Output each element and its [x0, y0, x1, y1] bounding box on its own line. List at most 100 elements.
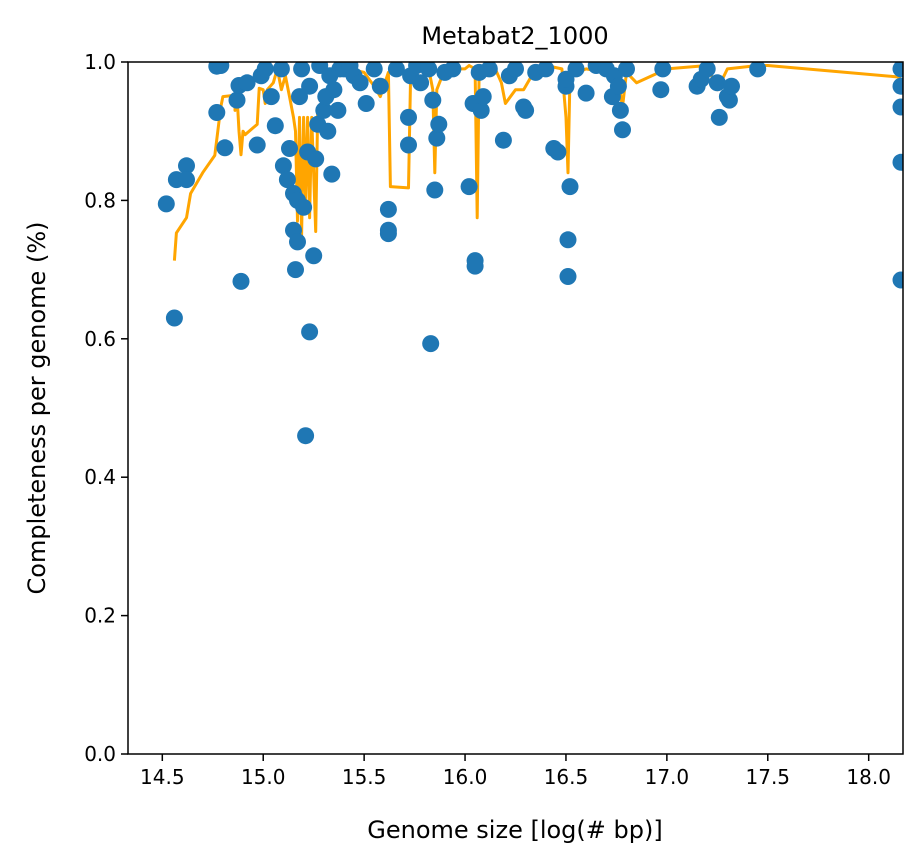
scatter-point [400, 108, 417, 126]
scatter-point [307, 150, 325, 168]
x-tick-label: 16.5 [544, 765, 589, 789]
scatter-point [561, 178, 579, 196]
x-tick-label: 17.5 [746, 765, 791, 789]
scatter-point [266, 117, 284, 135]
scatter-point [371, 77, 389, 95]
scatter-point [379, 200, 397, 218]
scatter-point [165, 309, 183, 327]
scatter-point [329, 101, 347, 119]
scatter-point [272, 62, 290, 78]
scatter-point [708, 74, 726, 92]
scatter-point [723, 77, 740, 95]
scatter-point [567, 62, 585, 78]
x-axis-ticks: 14.5 15.0 15.5 16.0 16.5 17.0 17.5 18.0 [140, 754, 891, 789]
scatter-point [228, 91, 246, 109]
scatter-point [301, 77, 319, 95]
y-tick-label: 0.2 [84, 604, 116, 628]
scatter-point [444, 62, 462, 78]
y-tick-label: 0.8 [84, 188, 116, 212]
scatter-point [698, 62, 716, 78]
scatter-point [611, 101, 629, 119]
plot-frame [127, 61, 904, 755]
scatter-point [430, 115, 448, 133]
scatter-point [466, 257, 484, 275]
scatter-point [710, 108, 728, 126]
scatter-point [494, 131, 512, 149]
chart-title: Metabat2_1000 [421, 22, 608, 50]
scatter-point [357, 95, 375, 112]
x-tick-label: 16.0 [443, 765, 488, 789]
scatter-point [892, 153, 903, 171]
y-tick-label: 0.4 [84, 465, 116, 489]
scatter-point [281, 140, 298, 157]
scatter-point [618, 62, 635, 78]
scatter-point [297, 427, 315, 445]
y-tick-label: 0.6 [84, 327, 116, 351]
scatter-point [287, 261, 304, 279]
scatter-point [480, 62, 498, 78]
scatter-point [720, 91, 738, 109]
scatter-point [424, 91, 442, 109]
scatter-point [428, 129, 446, 147]
y-axis-ticks: 0.0 0.2 0.4 0.6 0.8 1.0 [84, 50, 128, 766]
scatter-point [278, 171, 296, 189]
scatter-point [178, 171, 195, 189]
scatter-point [325, 81, 343, 99]
scatter-point [892, 62, 903, 78]
scatter-point [365, 62, 383, 78]
scatter-point [212, 62, 230, 74]
scatter-point [426, 181, 444, 199]
x-tick-label: 15.5 [342, 765, 387, 789]
scatter-point [319, 122, 337, 140]
scatter-point [559, 231, 577, 249]
scatter-point [474, 88, 492, 106]
scatter-point [232, 272, 250, 290]
scatter-point [507, 62, 524, 78]
y-tick-label: 0.0 [84, 742, 116, 766]
scatter-point [400, 136, 417, 154]
scatter-point [323, 165, 341, 183]
x-tick-label: 15.0 [241, 765, 286, 789]
x-axis-label: Genome size [log(# bp)] [367, 816, 662, 844]
scatter-point [248, 136, 266, 154]
x-tick-label: 14.5 [140, 765, 185, 789]
scatter-point [892, 271, 903, 289]
scatter-point [351, 74, 369, 92]
scatter-point [238, 74, 256, 92]
scatter-point [559, 268, 577, 285]
scatter-series-layer [157, 62, 903, 445]
scatter-point [295, 198, 313, 216]
scatter-point [422, 335, 440, 353]
scatter-point [157, 195, 175, 213]
scatter-point [301, 323, 319, 341]
y-tick-label: 1.0 [84, 50, 116, 74]
x-tick-label: 18.0 [846, 765, 891, 789]
x-tick-label: 17.0 [645, 765, 690, 789]
y-axis-label: Completeness per genome (%) [23, 222, 51, 595]
scatter-point [892, 77, 903, 95]
scatter-point [216, 139, 234, 157]
scatter-point [289, 233, 306, 251]
scatter-point [262, 88, 280, 106]
scatter-point [472, 101, 490, 119]
scatter-point [274, 157, 292, 175]
scatter-point [387, 62, 405, 78]
scatter-point [614, 121, 631, 139]
scatter-point [379, 221, 397, 239]
scatter-point [517, 101, 535, 119]
scatter-point [256, 62, 274, 78]
scatter-point [549, 143, 567, 161]
scatter-point [305, 247, 323, 265]
scatter-point [577, 84, 595, 102]
scatter-point [892, 98, 903, 116]
scatter-point [537, 62, 555, 78]
scatter-point [749, 62, 767, 78]
scatter-point [420, 62, 438, 78]
scatter-point [412, 74, 430, 92]
scatter-point [293, 62, 311, 78]
scatter-point [315, 101, 333, 119]
scatter-point [178, 157, 195, 175]
scatter-point [208, 104, 226, 121]
